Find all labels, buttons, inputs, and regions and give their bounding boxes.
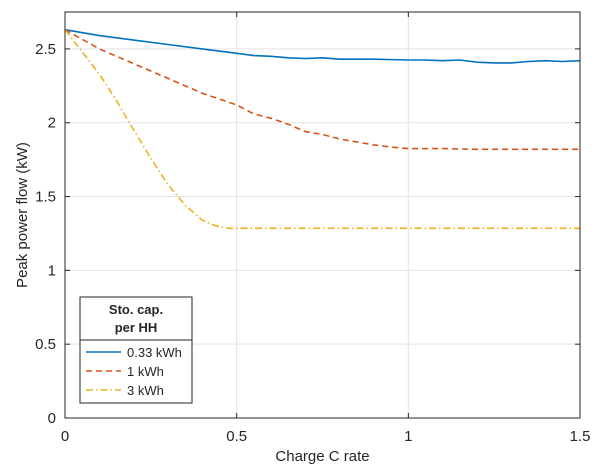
y-tick-label: 0.5	[35, 336, 56, 353]
legend-title-line2: per HH	[115, 320, 158, 335]
axis-ticks: 0 0.5 1 1.5 0 0.5 1 1.5 2 2.5	[35, 12, 590, 445]
y-tick-label: 2.5	[35, 41, 56, 58]
series-lines	[64, 28, 581, 230]
series-line-2	[64, 29, 580, 151]
legend: Sto. cap. per HH 0.33 kWh 1 kWh 3 kWh	[79, 296, 193, 404]
legend-label-3: 3 kWh	[127, 383, 164, 398]
legend-title-line1: Sto. cap.	[109, 302, 163, 317]
y-axis-label: Peak power flow (kW)	[14, 142, 31, 288]
plot-frame	[64, 11, 581, 419]
y-tick-label: 0	[48, 410, 56, 427]
x-tick-label: 0.5	[226, 428, 247, 445]
series-line-1	[64, 28, 581, 64]
legend-box	[79, 296, 193, 404]
x-tick-label: 1	[404, 428, 412, 445]
x-tick-label: 1.5	[570, 428, 591, 445]
y-tick-label: 2	[48, 115, 56, 132]
legend-items: 0.33 kWh 1 kWh 3 kWh	[86, 345, 182, 398]
x-axis-label: Charge C rate	[275, 448, 369, 465]
legend-label-2: 1 kWh	[127, 364, 164, 379]
y-tick-label: 1	[48, 262, 56, 279]
y-tick-label: 1.5	[35, 189, 56, 206]
legend-label-1: 0.33 kWh	[127, 345, 182, 360]
x-tick-label: 0	[61, 428, 69, 445]
